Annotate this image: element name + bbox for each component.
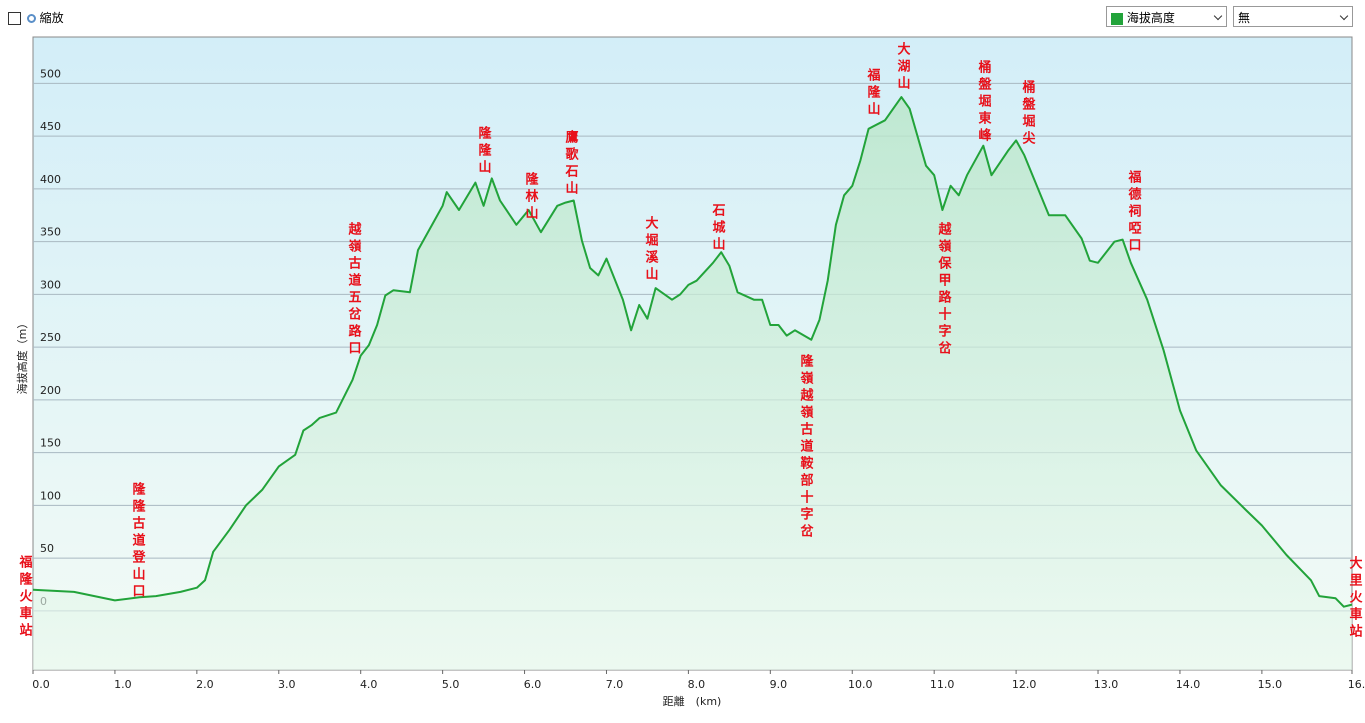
annotation: 大里火車站 — [1346, 556, 1362, 641]
x-tick-label: 5.0 — [442, 678, 460, 691]
annotation: 隆林山 — [522, 172, 538, 223]
x-tick-label: 8.0 — [688, 678, 706, 691]
x-tick-label: 4.0 — [360, 678, 378, 691]
x-tick-label: 7.0 — [606, 678, 624, 691]
annotation: 隆隆山 — [475, 126, 491, 177]
annotation: 隆隆古道登山口 — [129, 482, 145, 601]
series-swatch — [1111, 12, 1123, 25]
x-tick-label: 1.0 — [114, 678, 132, 691]
y-tick-label: 300 — [40, 278, 61, 291]
x-tick-label: 13.0 — [1094, 678, 1119, 691]
series-name: 海拔高度 — [1126, 11, 1175, 25]
x-tick-label: 2.0 — [196, 678, 214, 691]
checkbox[interactable] — [8, 12, 21, 25]
annotation: 隆嶺越嶺古道鞍部十字岔 — [797, 354, 813, 541]
annotation: 鷹歌石山 — [562, 130, 578, 198]
y-tick-label: 250 — [40, 331, 61, 344]
y-tick-label: 200 — [40, 384, 61, 397]
series-select[interactable]: 海拔高度 — [1106, 6, 1227, 27]
second-select[interactable]: 無 — [1233, 6, 1353, 27]
x-tick-label: 11.0 — [930, 678, 955, 691]
annotation: 越嶺保甲路十字岔 — [935, 222, 951, 358]
zoom-control[interactable]: 縮放 — [8, 9, 64, 26]
y-tick-label: 450 — [40, 120, 61, 133]
second-select-label: 無 — [1238, 11, 1251, 25]
x-tick-label: 0.0 — [32, 678, 50, 691]
zoom-label: 縮放 — [39, 11, 64, 25]
x-tick-label: 14.0 — [1176, 678, 1201, 691]
x-axis-label: 距離 (km) — [663, 694, 722, 708]
x-tick-label: 12.0 — [1012, 678, 1037, 691]
annotation: 福隆火車站 — [16, 555, 32, 640]
y-tick-label: 100 — [40, 489, 61, 502]
zoom-icon — [26, 14, 36, 23]
annotation: 福德祠啞口 — [1125, 170, 1141, 255]
y-tick-label: 400 — [40, 173, 61, 186]
annotation: 桶盤堀東峰 — [975, 60, 991, 145]
y-tick-label: 500 — [40, 67, 61, 80]
y-axis-label: 海拔高度（m） — [15, 318, 29, 395]
x-tick-label: 10.0 — [848, 678, 873, 691]
x-tick-label: 9.0 — [770, 678, 788, 691]
elevation-line — [32, 96, 1353, 608]
annotation: 越嶺古道五岔路口 — [345, 222, 361, 358]
x-tick-label: 16.1 — [1348, 678, 1365, 691]
annotation: 大湖山 — [894, 42, 910, 93]
area-fill — [33, 97, 1352, 671]
annotation: 大堀溪山 — [642, 216, 658, 284]
x-tick-label: 15.0 — [1258, 678, 1283, 691]
x-tick-label: 3.0 — [278, 678, 296, 691]
y-tick-label: 50 — [40, 542, 54, 555]
annotation: 福隆山 — [864, 68, 880, 119]
annotation: 桶盤堀尖 — [1019, 80, 1035, 148]
y-tick-label: 150 — [40, 437, 61, 450]
y-tick-label: 350 — [40, 226, 61, 239]
x-tick-label: 6.0 — [524, 678, 542, 691]
annotation: 石城山 — [709, 203, 725, 254]
